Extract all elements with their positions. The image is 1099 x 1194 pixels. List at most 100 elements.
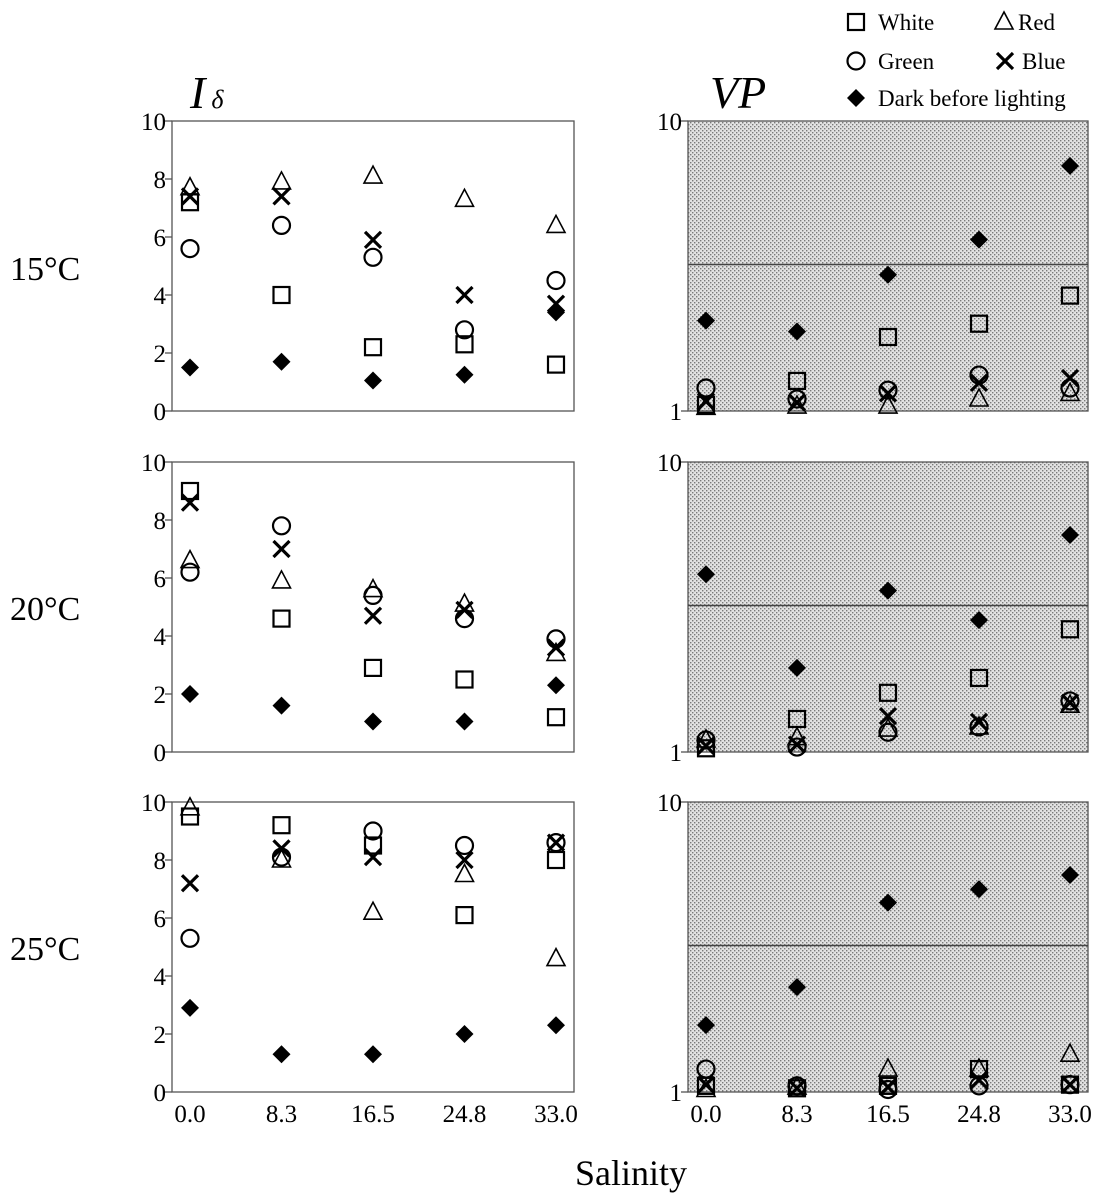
point-white [455,905,474,925]
panel-id-25c: 0 2 4 6 8 10 0.0 8.3 16.5 24.8 33.0 [141,790,578,1128]
point-green [454,320,475,340]
point-blue [696,392,716,411]
point-green [271,215,292,235]
legend-label: Green [878,49,935,74]
point-red [1059,1042,1081,1063]
point-blue [546,833,566,852]
y-tick-label: 10 [657,109,682,136]
point-white [878,683,898,702]
legend-item-white: White [846,10,934,35]
panel-id-15c: 0 2 4 6 8 10 [141,109,575,426]
point-green [180,562,200,582]
point-dark-before-lighting [697,1016,715,1035]
point-white [455,670,474,689]
point-green [546,832,566,853]
x-tick-label: 8.3 [266,1101,297,1128]
x-axis-label: Salinity [575,1153,687,1193]
legend-item-green: Green [846,49,935,74]
point-red [362,577,384,598]
point-dark-before-lighting [181,998,199,1017]
point-red [877,1057,899,1077]
point-dark-before-lighting [1061,156,1079,175]
y-tick-label: 10 [141,790,166,817]
point-white [787,371,807,390]
y-tick-label: 10 [657,790,682,817]
shaded-area [688,802,1088,1092]
y-tick-label: 1 [670,1080,683,1107]
point-white [455,335,474,354]
point-green [787,389,807,409]
right-panel-title: VP [710,67,766,118]
point-dark-before-lighting [364,1045,382,1064]
legend-item-dark-before-lighting: Dark before lighting [847,86,1066,111]
point-dark-before-lighting [364,371,382,390]
point-red [454,862,475,883]
point-white [1060,620,1080,639]
point-red [877,717,899,737]
point-green [454,608,475,629]
y-tick-label: 6 [154,906,167,933]
point-blue [787,393,807,412]
y-tick-label: 1 [670,740,683,767]
point-dark-before-lighting [547,303,565,322]
point-dark-before-lighting [788,978,806,997]
x-tick-label: 24.8 [957,1101,1001,1128]
point-blue [969,373,989,393]
point-red [271,170,292,190]
point-green [546,270,566,291]
point-dark-before-lighting [879,581,897,600]
y-tick-label: 10 [141,109,166,136]
point-green [363,585,383,606]
point-dark-before-lighting [879,265,897,284]
row-label-20c: 20°C [10,591,80,628]
panel-vp-20c: 1 10 [657,450,1089,767]
point-white [546,850,566,870]
x-tick-label: 0.0 [690,1101,721,1128]
point-white [180,807,200,826]
point-green [454,835,475,856]
point-blue [696,1075,716,1094]
panel-vp-15c: 1 10 [657,109,1089,426]
point-dark-before-lighting [788,322,806,341]
plot-frame [687,801,1089,1093]
point-green [696,378,716,398]
y-tick-label: 8 [154,848,167,875]
shaded-area [688,462,1088,752]
point-green [787,737,807,757]
legend-marker-white [846,12,866,32]
point-red [271,848,292,868]
point-blue [878,1077,898,1097]
y-tick-label: 6 [154,225,167,252]
point-dark-before-lighting [455,712,474,731]
point-blue [180,187,200,206]
x-tick-label: 24.8 [443,1101,487,1128]
point-blue [878,384,898,403]
point-dark-before-lighting [547,676,565,695]
point-white [180,481,200,501]
point-red [1059,381,1081,402]
point-blue [455,850,474,870]
plot-frame [687,120,1089,412]
point-red [545,946,567,967]
y-tick-label: 10 [657,450,682,477]
point-green [696,730,716,750]
point-white [1060,286,1080,305]
point-green [878,1079,898,1100]
y-tick-label: 4 [154,624,167,651]
point-white [696,739,716,758]
point-dark-before-lighting [970,230,988,249]
point-green [363,821,383,841]
point-green [363,247,383,267]
point-dark-before-lighting [879,893,897,912]
y-tick-label: 6 [154,566,167,593]
point-red [362,164,384,184]
point-red [179,548,201,569]
plot-frame [687,461,1089,753]
point-dark-before-lighting [455,365,474,384]
point-green [969,1076,989,1096]
y-tick-label: 1 [670,399,683,426]
point-white [272,285,291,305]
x-tick-label: 16.5 [866,1101,910,1128]
point-blue [696,736,716,755]
